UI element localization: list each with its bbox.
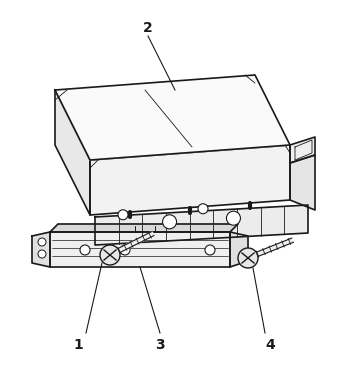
Text: 2: 2	[143, 21, 153, 35]
Polygon shape	[290, 155, 315, 210]
Polygon shape	[95, 205, 308, 245]
Circle shape	[120, 245, 130, 255]
Circle shape	[80, 245, 90, 255]
Polygon shape	[55, 90, 90, 215]
Circle shape	[118, 210, 128, 220]
Circle shape	[238, 248, 258, 268]
Polygon shape	[247, 238, 293, 260]
Polygon shape	[50, 232, 230, 267]
Circle shape	[100, 245, 120, 265]
Polygon shape	[50, 224, 238, 232]
Polygon shape	[32, 232, 50, 267]
Circle shape	[38, 238, 46, 246]
Polygon shape	[55, 75, 290, 160]
Text: 3: 3	[155, 338, 165, 352]
Circle shape	[163, 215, 176, 229]
Circle shape	[226, 211, 240, 225]
Polygon shape	[90, 145, 290, 215]
Polygon shape	[109, 231, 154, 257]
Circle shape	[205, 245, 215, 255]
Text: 4: 4	[265, 338, 275, 352]
Circle shape	[38, 250, 46, 258]
Polygon shape	[290, 137, 315, 163]
Text: 1: 1	[73, 338, 83, 352]
Circle shape	[198, 204, 208, 214]
Polygon shape	[230, 232, 248, 267]
